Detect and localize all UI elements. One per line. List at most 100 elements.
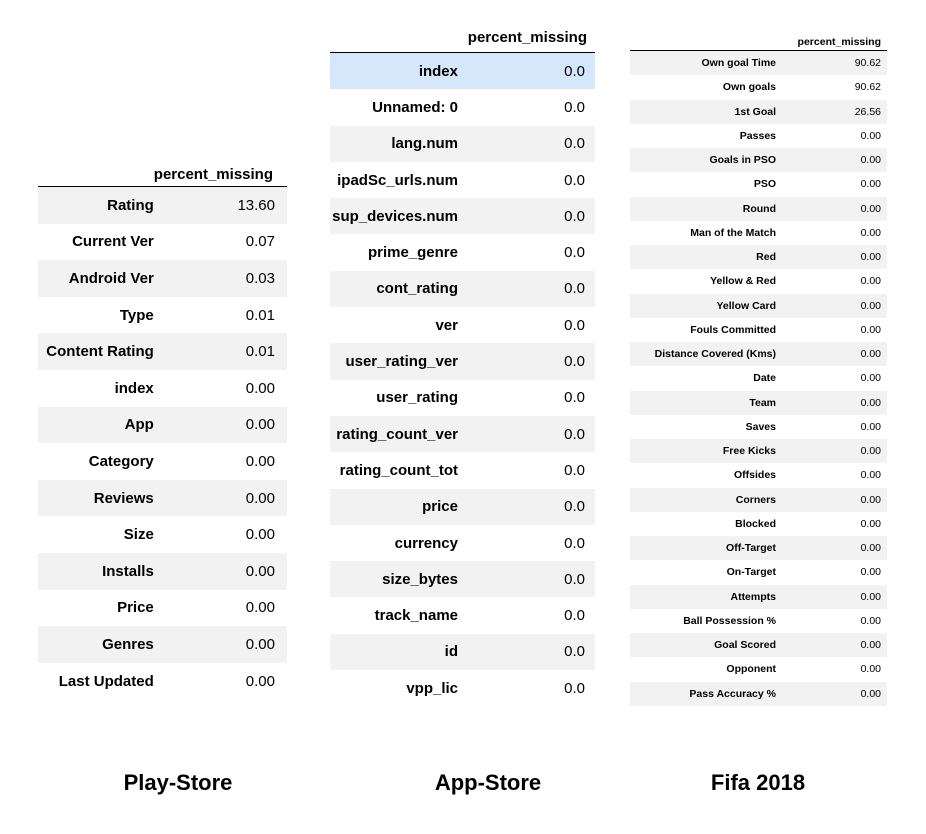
table-row: Off-Target 0.00 [630,536,887,561]
row-value: 0.0 [458,343,595,380]
row-label: On-Target [726,566,776,579]
row-value: 0.00 [153,626,287,663]
fifa-2018-table-panel: percent_missing Own goal Time 90.62 Own go… [630,30,887,706]
table-row: Android Ver 0.03 [38,260,287,297]
table-row: Attempts 0.00 [630,584,887,609]
row-value: 0.00 [860,614,881,627]
row-label: Saves [745,420,776,433]
row-label: Own goal Time [630,50,776,76]
index-header [38,155,154,187]
row-value: 13.60 [153,186,287,224]
row-label: Round [630,196,776,221]
row-label: Pass Accuracy % [630,681,776,706]
row-label: sup_devices.num [330,198,458,235]
row-value: 0.0 [564,534,585,552]
row-label: Fouls Committed [690,323,776,336]
row-value: 0.00 [860,420,881,433]
app-store-table-panel: percent_missing index 0.0 Unnamed: 0 0.0 lan… [330,16,595,706]
table-row: Rating 13.60 [38,186,287,224]
row-label: Off-Target [630,536,776,561]
row-label: index [330,52,458,90]
row-label: Offsides [733,469,776,482]
row-label: Goals in PSO [630,148,776,173]
row-label: Blocked [735,517,776,530]
row-label: prime_genre [367,244,458,262]
row-value: 0.0 [458,52,595,90]
table-row: Corners 0.00 [630,487,887,512]
index-header [330,16,458,53]
row-label: Yellow Card [630,293,776,318]
row-label: rating_count_ver [330,415,458,453]
row-label: currency [394,534,458,552]
table-header-row: percent_missing [330,16,595,53]
row-value: 0.00 [860,129,881,142]
table-row: Yellow & Red 0.00 [630,269,887,293]
column-header-percent-missing: percent_missing [467,29,587,46]
row-value: 0.0 [458,561,595,598]
table-row: Passes 0.00 [630,124,887,148]
row-value: 0.00 [860,663,881,676]
row-value: 0.0 [458,633,595,671]
row-value: 0.0 [564,679,585,697]
row-label: Corners [630,487,776,512]
row-label: Price [117,599,154,617]
row-label: Goal Scored [630,633,776,658]
row-value: 0.00 [776,293,887,318]
table-row: Ball Possession % 0.00 [630,609,887,633]
table-row: Own goal Time 90.62 [630,50,887,76]
table-row: Free Kicks 0.00 [630,439,887,464]
row-label: ipadSc_urls.num [337,171,458,189]
row-label: index [114,379,154,397]
row-value: 0.00 [776,342,887,367]
row-label: Category [88,452,154,470]
table-row: user_rating 0.0 [330,380,595,416]
row-label: Last Updated [58,672,154,690]
table-header-row: percent_missing [630,30,887,51]
caption-fifa-2018: Fifa 2018 [710,770,806,795]
row-label: Attempts [630,584,776,609]
row-value: 90.62 [854,81,881,94]
table-header-row: percent_missing [38,155,287,187]
app-store-missing-table: percent_missing index 0.0 Unnamed: 0 0.0 lan… [330,16,595,706]
row-value: 0.00 [860,178,881,191]
table-row: size_bytes 0.0 [330,561,595,598]
table-row: rating_count_tot 0.0 [330,452,595,488]
row-label: Date [753,372,776,385]
table-row: user_rating_ver 0.0 [330,343,595,380]
row-label: size_bytes [330,561,458,598]
table-row: Opponent 0.00 [630,657,887,681]
row-label: Size [123,526,154,544]
row-label: price [330,488,458,525]
table-row: ipadSc_urls.num 0.0 [330,162,595,198]
row-value: 0.00 [245,672,275,690]
table-row: vpp_lic 0.0 [330,670,595,706]
table-row: Man of the Match 0.00 [630,221,887,245]
row-value: 0.0 [564,461,585,479]
column-header-percent-missing: percent_missing [153,166,273,183]
row-label: Yellow & Red [710,275,776,288]
column-header-percent-missing: percent_missing [797,36,881,48]
index-header [630,30,776,51]
row-value: 0.00 [776,681,887,706]
caption-play-store: Play-Store [123,770,233,795]
row-value: 0.0 [564,244,585,262]
row-value: 0.00 [860,469,881,482]
row-label: Android Ver [38,260,154,297]
row-label: id [330,633,458,671]
table-row: rating_count_ver 0.0 [330,415,595,453]
fifa-2018-missing-table: percent_missing Own goal Time 90.62 Own go… [630,30,887,706]
row-value: 0.00 [860,275,881,288]
row-value: 0.00 [776,536,887,561]
row-value: 0.0 [564,607,585,625]
table-row: Goals in PSO 0.00 [630,148,887,173]
table-row: price 0.0 [330,488,595,525]
row-value: 0.00 [776,390,887,415]
row-label: lang.num [330,125,458,162]
table-row: Type 0.01 [38,297,287,334]
table-row: index 0.0 [330,52,595,90]
row-value: 0.00 [245,379,275,397]
table-row: id 0.0 [330,633,595,671]
table-row: Own goals 90.62 [630,75,887,99]
table-row: Reviews 0.00 [38,479,287,517]
row-value: 0.00 [245,526,275,544]
